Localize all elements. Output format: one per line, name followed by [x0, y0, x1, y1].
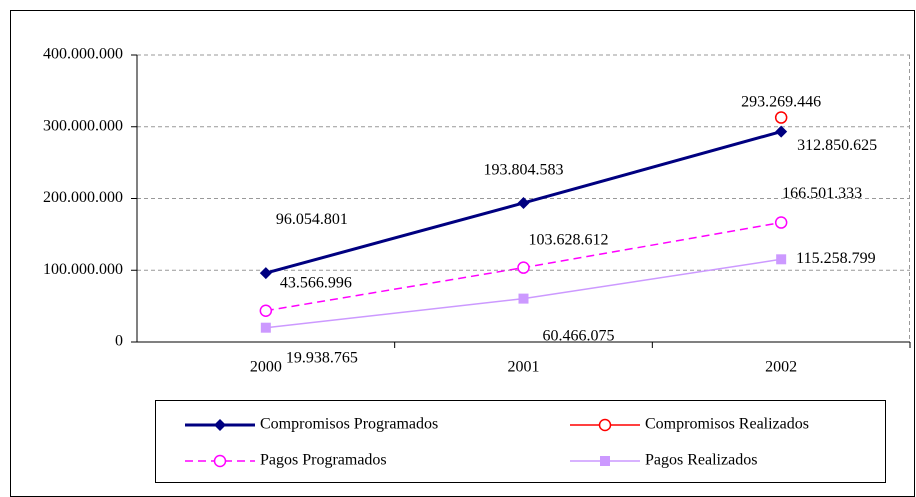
y-tick-label: 400.000.000	[43, 46, 123, 63]
x-tick-label: 2002	[765, 359, 797, 376]
legend-label: Compromisos Programados	[260, 416, 438, 433]
data-point	[774, 111, 788, 124]
legend-marker	[214, 419, 226, 431]
data-label: 96.054.801	[276, 211, 348, 228]
data-point	[259, 304, 273, 317]
legend-box	[155, 400, 886, 483]
data-point	[775, 125, 788, 138]
data-label: 115.258.799	[796, 250, 875, 267]
x-tick-label: 2000	[250, 359, 282, 376]
y-tick-label: 0	[115, 333, 123, 350]
x-tick-label: 2001	[508, 359, 540, 376]
data-label: 312.850.625	[797, 137, 877, 154]
y-tick-label: 100.000.000	[43, 261, 123, 278]
y-tick-label: 200.000.000	[43, 189, 123, 206]
data-point	[260, 322, 271, 333]
data-label: 60.466.075	[543, 327, 615, 344]
y-tick-label: 300.000.000	[43, 117, 123, 134]
data-point	[259, 267, 272, 280]
data-label: 103.628.612	[529, 231, 609, 248]
data-label: 293.269.446	[741, 93, 821, 110]
data-point	[518, 293, 529, 304]
legend-label: Pagos Programados	[260, 452, 387, 469]
legend-label: Pagos Realizados	[645, 452, 757, 469]
data-label: 43.566.996	[280, 274, 352, 291]
data-label: 193.804.583	[484, 162, 564, 179]
data-point	[774, 216, 788, 229]
data-label: 19.938.765	[286, 349, 358, 366]
legend-marker	[213, 454, 227, 468]
data-point	[517, 261, 530, 274]
data-point	[517, 196, 530, 209]
legend-marker	[598, 418, 612, 432]
data-point	[776, 254, 787, 265]
data-label: 166.501.333	[782, 185, 862, 202]
legend-marker	[600, 456, 610, 466]
legend-label: Compromisos Realizados	[645, 416, 809, 433]
